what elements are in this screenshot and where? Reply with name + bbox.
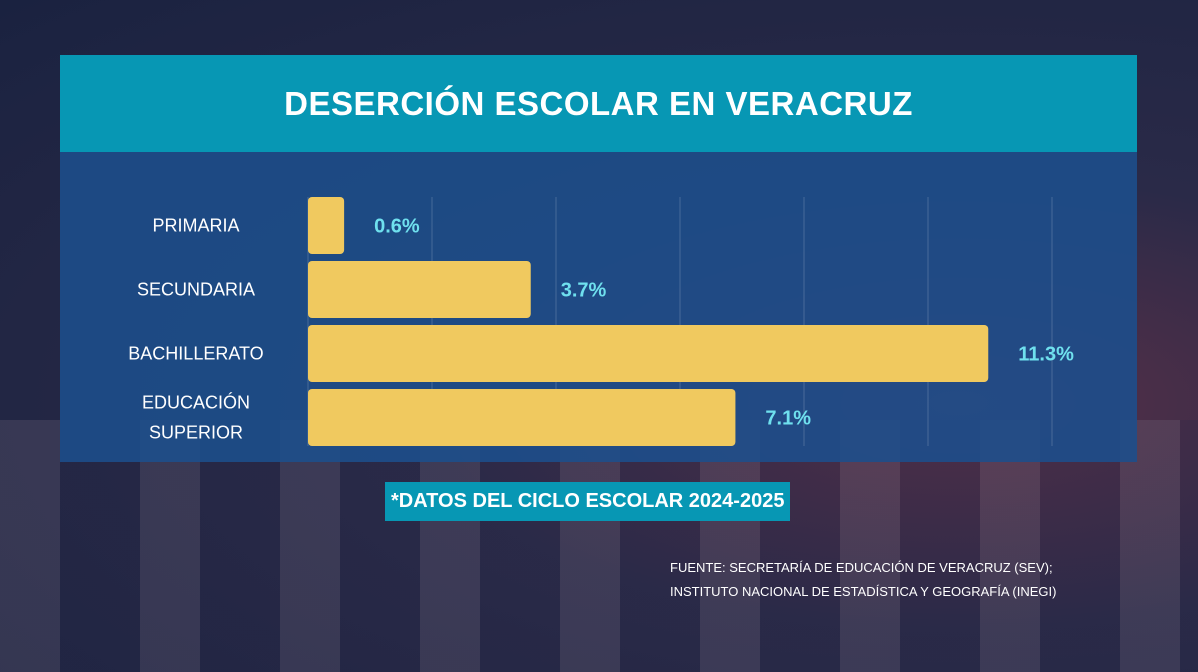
bar bbox=[308, 261, 531, 318]
bar bbox=[308, 197, 345, 254]
category-label: PRIMARIA bbox=[152, 216, 239, 236]
background-classroom bbox=[0, 420, 1198, 672]
chart-title: DESERCIÓN ESCOLAR EN VERACRUZ bbox=[284, 84, 913, 122]
category-label: SUPERIOR bbox=[149, 423, 243, 443]
value-label: 0.6% bbox=[374, 216, 420, 238]
source-text: FUENTE: SECRETARÍA DE EDUCACIÓN DE VERAC… bbox=[670, 556, 1056, 604]
bar bbox=[308, 389, 736, 446]
value-label: 11.3% bbox=[1018, 344, 1074, 366]
value-label: 3.7% bbox=[561, 280, 607, 302]
title-bar: DESERCIÓN ESCOLAR EN VERACRUZ bbox=[60, 55, 1137, 152]
source-line: INSTITUTO NACIONAL DE ESTADÍSTICA Y GEOG… bbox=[670, 584, 1057, 599]
category-label: SECUNDARIA bbox=[137, 280, 255, 300]
bar bbox=[308, 325, 989, 382]
category-label: BACHILLERATO bbox=[128, 344, 263, 364]
source-line: FUENTE: SECRETARÍA DE EDUCACIÓN DE VERAC… bbox=[670, 560, 1053, 575]
value-label: 7.1% bbox=[765, 408, 811, 430]
cycle-note: *DATOS DEL CICLO ESCOLAR 2024-2025 bbox=[385, 482, 791, 521]
category-label: EDUCACIÓN bbox=[142, 392, 250, 413]
